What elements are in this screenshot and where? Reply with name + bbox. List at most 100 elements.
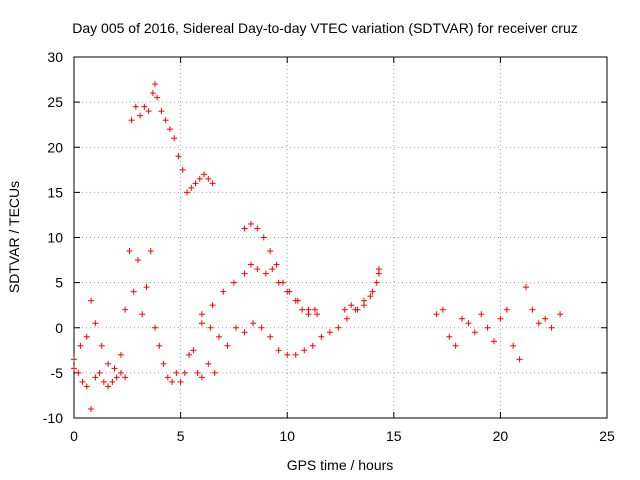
data-point-7-1 [439,306,446,313]
x-tick-label-1: 5 [177,428,185,444]
data-point-4-11 [311,306,318,313]
data-point-7-19 [557,311,564,318]
data-point-0-19 [164,374,171,381]
data-point-1-2 [79,378,86,385]
data-point-0-10 [126,248,133,255]
data-point-3-6 [254,266,261,273]
data-point-1-5 [92,374,99,381]
y-tick-label-6: 20 [47,139,63,155]
data-point-0-15 [147,248,154,255]
data-point-3-1 [209,302,216,309]
data-point-5-16 [335,324,342,331]
data-point-0-28 [205,360,212,367]
axis-ticks [73,56,608,419]
data-point-3-7 [262,270,269,277]
data-point-0-17 [156,342,163,349]
data-point-7-12 [510,342,517,349]
data-point-2-1 [132,103,139,110]
data-point-2-9 [162,117,169,124]
y-axis-label: SDTVAR / TECUs [6,181,22,293]
data-point-0-6 [105,360,112,367]
x-tick-label-4: 20 [493,428,509,444]
data-point-6-2 [354,306,361,313]
data-point-0-16 [152,324,159,331]
data-point-5-0 [198,320,205,327]
data-point-7-6 [471,329,478,336]
y-tick-label-0: -10 [43,410,63,426]
data-point-5-17 [343,315,350,322]
data-point-0-18 [160,360,167,367]
data-point-0-5 [98,342,105,349]
data-point-2-16 [192,180,199,187]
data-point-5-20 [369,288,376,295]
data-point-3-8 [269,266,276,273]
data-point-0-11 [130,288,137,295]
data-point-1-0 [71,365,77,372]
data-point-5-3 [224,342,231,349]
x-tick-label-2: 10 [279,428,295,444]
data-point-0-8 [117,351,124,358]
data-point-6-3 [360,302,367,309]
data-point-0-20 [169,378,176,385]
data-point-7-4 [459,315,466,322]
data-point-1-1 [75,369,82,376]
data-point-7-13 [516,356,523,363]
data-point-2-13 [179,166,186,173]
data-point-4-9 [299,306,306,313]
data-point-5-11 [292,351,299,358]
data-point-5-7 [258,324,265,331]
data-point-4-4 [267,248,274,255]
data-point-5-2 [215,333,222,340]
data-point-0-21 [173,369,180,376]
data-point-4-7 [286,288,293,295]
data-point-0-9 [122,306,129,313]
data-point-1-6 [96,369,103,376]
data-point-4-1 [247,220,254,227]
data-point-5-6 [250,320,257,327]
data-point-0-26 [194,369,201,376]
data-point-5-9 [275,347,282,354]
data-point-7-5 [465,320,472,327]
data-point-6-5 [373,279,380,286]
data-point-5-14 [318,333,325,340]
data-point-7-8 [484,324,491,331]
data-point-0-0 [71,356,77,363]
data-point-3-2 [220,288,227,295]
data-point-7-16 [535,320,542,327]
data-point-0-13 [139,311,146,318]
data-point-1-10 [113,374,120,381]
data-point-2-19 [205,175,212,182]
data-point-0-23 [181,369,188,376]
data-point-2-12 [175,153,182,160]
data-point-2-0 [128,117,135,124]
data-point-1-4 [88,405,95,412]
data-point-7-14 [522,284,529,291]
data-point-5-5 [241,329,248,336]
data-point-7-18 [548,324,555,331]
data-point-4-2 [254,225,261,232]
y-tick-label-1: -5 [51,365,64,381]
data-point-2-11 [171,135,178,142]
data-point-2-2 [137,112,144,119]
y-tick-label-3: 5 [55,275,63,291]
data-point-6-0 [341,306,348,313]
data-point-3-3 [230,279,237,286]
data-point-0-24 [186,351,193,358]
data-point-4-6 [279,279,286,286]
data-point-7-9 [491,338,498,345]
data-point-4-8 [292,297,299,304]
data-point-3-4 [241,270,248,277]
x-axis-label: GPS time / hours [287,457,394,473]
data-point-5-13 [309,342,316,349]
data-point-6-4 [367,293,374,300]
data-points [71,81,564,412]
chart-title: Day 005 of 2016, Sidereal Day-to-day VTE… [72,20,578,36]
data-point-3-0 [198,311,205,318]
data-point-0-1 [77,342,84,349]
data-point-7-15 [529,306,536,313]
x-tick-label-3: 15 [386,428,402,444]
data-point-2-5 [149,90,156,97]
data-point-2-10 [166,126,173,133]
y-tick-label-2: 0 [55,320,63,336]
data-point-7-0 [433,311,440,318]
